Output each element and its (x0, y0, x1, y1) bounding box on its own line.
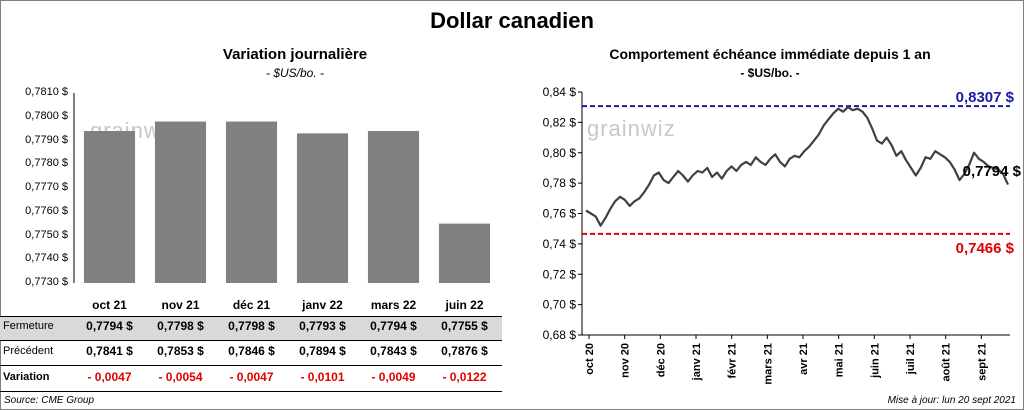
line-x-tick-label: mars 21 (762, 343, 774, 385)
line-y-tick-label: 0,80 $ (543, 146, 577, 160)
table-cell: 0,7843 $ (370, 344, 417, 358)
line-x-tick-label: avr 21 (798, 343, 810, 375)
bar-x-category-label: janv 22 (302, 298, 343, 312)
table-cell: - 0,0054 (158, 370, 203, 384)
bar-6 (438, 223, 491, 283)
table-cell: 0,7894 $ (299, 344, 346, 358)
bar-5 (367, 131, 420, 283)
table-cell: 0,7793 $ (299, 319, 346, 333)
table-divider (0, 316, 502, 317)
table-divider (0, 340, 502, 341)
bar-y-tick-label: 0,7800 $ (25, 109, 68, 122)
update-note: Mise à jour: lun 20 sept 2021 (887, 395, 1016, 406)
table-cell: 0,7798 $ (228, 319, 275, 333)
line-chart-subtitle: - $US/bo. - (740, 66, 800, 80)
line-x-tick-label: déc 20 (655, 343, 667, 377)
bar-y-tick-label: 0,7760 $ (25, 204, 68, 217)
bar-chart-title: Variation journalière (222, 46, 368, 63)
table-cell: - 0,0049 (371, 370, 416, 384)
table-cell: - 0,0047 (229, 370, 274, 384)
bar-1 (83, 131, 136, 283)
table-cell: 0,7876 $ (441, 344, 488, 358)
line-x-tick-label: sept 21 (976, 343, 988, 381)
bar-3 (225, 121, 278, 283)
table-row-label: Variation (3, 371, 50, 383)
table-cell: 0,7755 $ (441, 319, 488, 333)
table-row-label: Fermeture (3, 320, 54, 332)
line-x-tick-label: oct 20 (584, 343, 596, 375)
table-cell: 0,7846 $ (228, 344, 275, 358)
line-y-tick-label: 0,68 $ (543, 328, 577, 342)
table-cell: 0,7841 $ (86, 344, 133, 358)
bar-y-tick-label: 0,7750 $ (25, 228, 68, 241)
table-cell: 0,7798 $ (157, 319, 204, 333)
table-row-label: Précédent (3, 345, 54, 357)
bar-4 (296, 133, 349, 283)
table-cell: 0,7794 $ (370, 319, 417, 333)
bar-y-tick-label: 0,7770 $ (25, 181, 68, 193)
bar-x-category-label: nov 21 (161, 298, 200, 312)
bar-chart-subtitle: - $US/bo. - (265, 66, 325, 80)
line-chart-title: Comportement échéance immédiate depuis 1… (609, 46, 931, 62)
bar-y-tick-label: 0,7740 $ (25, 252, 68, 265)
line-x-tick-label: août 21 (941, 343, 953, 382)
line-x-tick-label: janv 21 (691, 343, 703, 381)
bar-x-category-label: oct 21 (92, 298, 127, 312)
table-cell: - 0,0047 (87, 370, 132, 384)
line-x-tick-label: mai 21 (834, 343, 846, 377)
table-divider (0, 365, 502, 366)
source-note: Source: CME Group (4, 395, 95, 406)
bar-x-category-label: mars 22 (370, 298, 417, 312)
line-y-tick-label: 0,70 $ (543, 298, 577, 312)
min-reference-label: 0,7466 $ (956, 240, 1015, 257)
last-value-label: 0,7794 $ (963, 163, 1022, 180)
line-x-tick-label: févr 21 (727, 343, 739, 378)
line-y-tick-label: 0,74 $ (543, 237, 577, 251)
table-cell: - 0,0122 (442, 370, 487, 384)
line-x-tick-label: nov 20 (620, 343, 632, 378)
bar-y-tick-label: 0,7790 $ (25, 133, 68, 146)
table-cell: 0,7853 $ (157, 344, 204, 358)
table-cell: 0,7794 $ (86, 319, 133, 333)
page-title: Dollar canadien (430, 8, 594, 33)
series-line (585, 106, 1009, 227)
line-x-tick-label: juil 21 (905, 343, 917, 375)
max-reference-label: 0,8307 $ (956, 89, 1015, 106)
line-y-tick-label: 0,72 $ (543, 267, 577, 281)
table-divider (0, 391, 502, 392)
bar-x-category-label: juin 22 (445, 298, 484, 312)
watermark-right: grainwiz (587, 116, 676, 141)
bar-y-tick-label: 0,7810 $ (25, 86, 68, 98)
bar-2 (154, 121, 207, 283)
table-row-shade (0, 316, 502, 340)
line-y-tick-label: 0,82 $ (543, 115, 577, 129)
line-x-tick-label: juin 21 (869, 343, 881, 379)
bar-y-tick-label: 0,7780 $ (25, 157, 68, 170)
line-y-tick-label: 0,76 $ (543, 207, 577, 221)
line-y-tick-label: 0,84 $ (543, 85, 577, 99)
table-cell: - 0,0101 (300, 370, 345, 384)
bar-y-tick-label: 0,7730 $ (25, 276, 68, 288)
bar-x-category-label: déc 21 (232, 298, 271, 312)
line-y-tick-label: 0,78 $ (543, 176, 577, 190)
